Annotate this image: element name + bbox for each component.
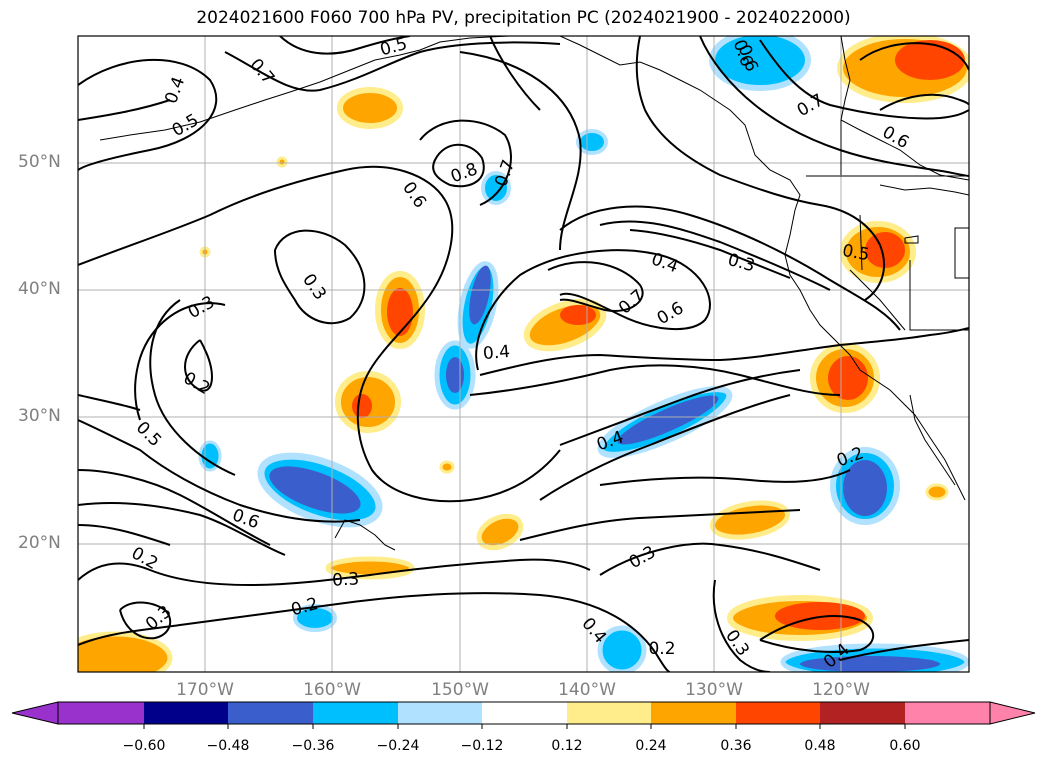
pv-contours	[78, 36, 969, 672]
contour-label: 0.5	[841, 241, 871, 265]
negative-anomaly-blob	[198, 36, 969, 672]
colorbar-tick-label: −0.60	[122, 738, 166, 754]
latitude-label: 30°N	[18, 406, 61, 426]
map-frame	[77, 35, 970, 673]
colorbar-tick-label: 0.60	[889, 738, 921, 754]
colorbar-tick-label: 0.36	[720, 738, 752, 754]
colorbar-extend-high	[989, 701, 1036, 725]
colorbar-tick-label: 0.24	[635, 738, 667, 754]
graticule-grid	[78, 36, 969, 672]
longitude-label: 120°W	[812, 680, 870, 700]
colorbar-tick-label: 0.48	[804, 738, 836, 754]
colorbar	[11, 701, 1036, 729]
colorbar-tick-label: 0.12	[551, 738, 583, 754]
colorbar-segments	[58, 702, 990, 724]
chart-title: 2024021600 F060 700 hPa PV, precipitatio…	[196, 8, 851, 28]
contour-label: 0.2	[648, 639, 675, 659]
colorbar-tick-label: −0.24	[376, 738, 420, 754]
latitude-label: 50°N	[18, 152, 61, 172]
colorbar-tick-label: −0.12	[460, 738, 504, 754]
colorbar-tick-label: −0.36	[291, 738, 335, 754]
contour-label: 0.3	[332, 569, 360, 590]
colorbar-tick-label: −0.48	[206, 738, 250, 754]
longitude-label: 150°W	[431, 680, 489, 700]
latitude-label: 40°N	[18, 279, 61, 299]
colorbar-extend-low	[11, 701, 59, 725]
contour-label: 0.4	[482, 342, 511, 364]
longitude-label: 160°W	[303, 680, 361, 700]
longitude-label: 170°W	[176, 680, 234, 700]
latitude-label: 20°N	[18, 533, 61, 553]
longitude-label: 130°W	[685, 680, 743, 700]
longitude-label: 140°W	[558, 680, 616, 700]
